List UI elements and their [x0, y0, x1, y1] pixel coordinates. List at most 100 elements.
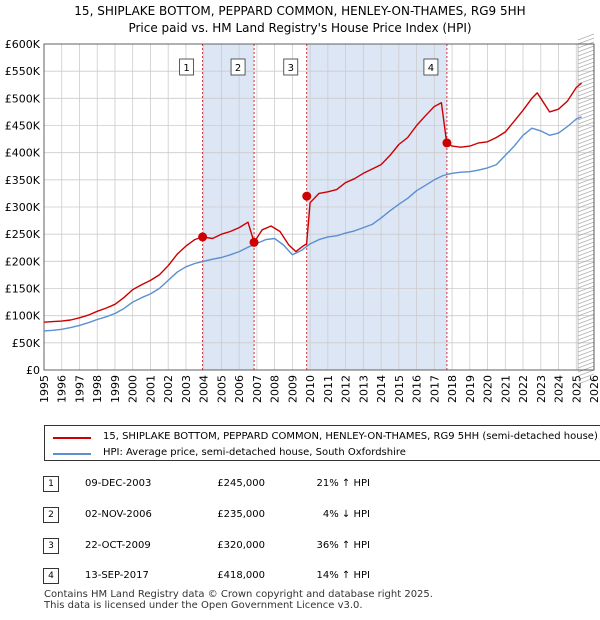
hatch-line [577, 253, 595, 261]
hatch-line [577, 353, 595, 361]
x-tick-label: 2015 [393, 375, 406, 403]
hatch-line [577, 245, 595, 253]
chart-subtitle: Price paid vs. HM Land Registry's House … [128, 21, 472, 35]
hatch-line [577, 37, 595, 45]
hatch-line [577, 97, 595, 105]
sale-point [302, 191, 312, 201]
hatch-line [577, 201, 595, 209]
transaction-price: £418,000 [217, 570, 265, 581]
hatch-line [577, 57, 595, 65]
hatch-line [577, 69, 595, 77]
hatch-line [577, 129, 595, 137]
hatch-line [577, 293, 595, 301]
x-tick-label: 2013 [357, 375, 370, 403]
hatch-line [577, 329, 595, 337]
y-tick-label: £600K [5, 38, 41, 51]
hatch-line [577, 33, 595, 41]
sale-label-box: 1 [179, 58, 195, 76]
x-tick-label: 2025 [570, 375, 583, 403]
hatch-line [577, 217, 595, 225]
x-tick-label: 2007 [251, 375, 264, 403]
sale-point [249, 237, 259, 247]
hatch-line [577, 321, 595, 329]
transaction-row: 2 02-NOV-2006 £235,000 4% ↓ HPI [0, 505, 600, 525]
transaction-row: 1 09-DEC-2003 £245,000 21% ↑ HPI [0, 474, 600, 494]
x-tick-label: 1995 [38, 375, 51, 403]
y-tick-label: £150K [5, 283, 41, 296]
x-tick-label: 2018 [446, 375, 459, 403]
hatch-line [577, 181, 595, 189]
x-tick-label: 2006 [233, 375, 246, 403]
hatch-line [577, 285, 595, 293]
x-tick-label: 2000 [127, 375, 140, 403]
hatch-line [577, 265, 595, 273]
hatch-line [577, 117, 595, 125]
x-tick-label: 2026 [588, 375, 600, 403]
footer-licence: This data is licensed under the Open Gov… [44, 600, 363, 611]
hatch-line [577, 365, 595, 373]
hatch-line [577, 177, 595, 185]
hatch-line [577, 209, 595, 217]
hatch-line [577, 65, 595, 73]
legend-property-label: 15, SHIPLAKE BOTTOM, PEPPARD COMMON, HEN… [103, 431, 598, 442]
x-tick-label: 2011 [322, 375, 335, 403]
hatch-line [577, 377, 595, 385]
hatch-line [577, 189, 595, 197]
hatch-line [577, 269, 595, 277]
legend-hpi-label: HPI: Average price, semi-detached house,… [103, 447, 406, 458]
hatch-line [577, 197, 595, 205]
transaction-date: 13-SEP-2017 [85, 570, 149, 581]
hatch-line [577, 249, 595, 257]
x-tick-label: 1996 [56, 375, 69, 403]
sale-label-frame [283, 58, 299, 76]
hatch-line [577, 89, 595, 97]
x-tick-label: 2024 [553, 375, 566, 403]
transaction-number: 4 [43, 568, 59, 584]
hatch-line [577, 145, 595, 153]
forecast-hatch [577, 33, 595, 385]
hatch-line [577, 281, 595, 289]
x-tick-label: 1997 [73, 375, 86, 403]
x-tick-label: 2014 [375, 375, 388, 403]
sale-point [198, 232, 208, 242]
hatch-line [577, 229, 595, 237]
hatch-line [577, 301, 595, 309]
hatch-line [577, 361, 595, 369]
hatch-line [577, 113, 595, 121]
sale-label-frame [423, 58, 439, 76]
hatch-line [577, 213, 595, 221]
hatch-line [577, 373, 595, 381]
sale-label-box: 4 [423, 58, 439, 76]
hatch-line [577, 185, 595, 193]
sale-point [442, 138, 452, 148]
hatch-line [577, 325, 595, 333]
x-tick-label: 2021 [499, 375, 512, 403]
x-tick-label: 2008 [269, 375, 282, 403]
hatch-line [577, 45, 595, 53]
transaction-hpi: 36% ↑ HPI [316, 540, 370, 551]
y-tick-label: £200K [5, 255, 41, 268]
hatch-line [577, 121, 595, 129]
price-chart: 1 2 3 4 £0 £50K £100K £150K £200K £250K £300K £350K… [5, 33, 600, 403]
x-tick-label: 2023 [535, 375, 548, 403]
hatch-line [577, 49, 595, 57]
hatch-line [577, 61, 595, 69]
legend: 15, SHIPLAKE BOTTOM, PEPPARD COMMON, HEN… [44, 425, 600, 461]
hatch-line [577, 205, 595, 213]
x-tick-label: 2005 [215, 375, 228, 403]
hatch-line [577, 225, 595, 233]
x-tick-label: 2019 [464, 375, 477, 403]
x-tick-label: 2004 [198, 375, 211, 403]
hatch-line [577, 369, 595, 377]
hatch-line [577, 93, 595, 101]
y-tick-label: £0 [26, 364, 40, 377]
sale-label: 4 [428, 63, 434, 74]
hatch-line [577, 73, 595, 81]
hatch-line [577, 125, 595, 133]
hatch-line [577, 81, 595, 89]
property-price-line [43, 82, 583, 323]
y-tick-label: £100K [5, 310, 41, 323]
hatch-line [577, 357, 595, 365]
chart-title: 15, SHIPLAKE BOTTOM, PEPPARD COMMON, HEN… [74, 4, 526, 18]
hatch-line [577, 53, 595, 61]
